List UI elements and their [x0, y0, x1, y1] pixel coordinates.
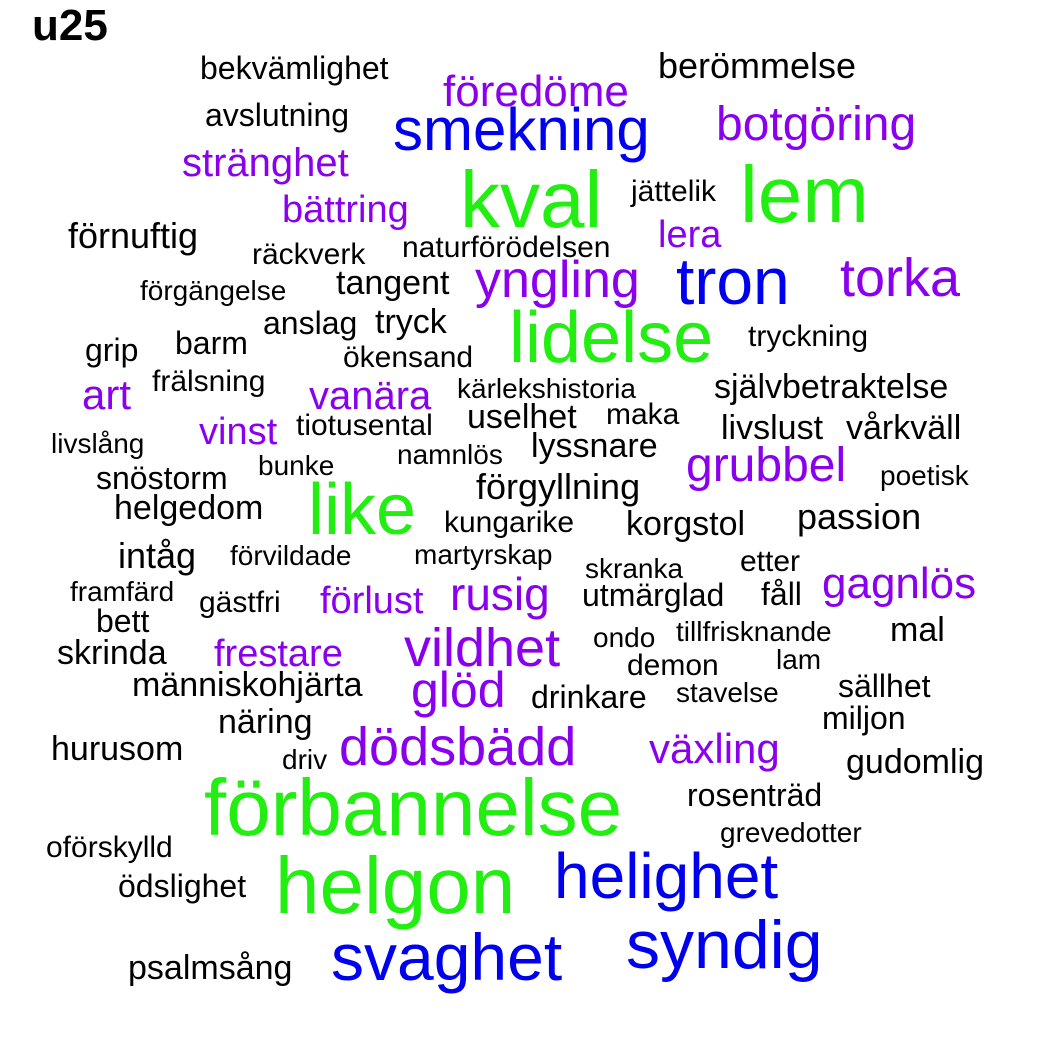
cloud-word-glod: glöd: [411, 662, 506, 718]
cloud-word-botgoring: botgöring: [716, 98, 917, 151]
cloud-word-sallhet: sällhet: [838, 668, 931, 704]
cloud-word-anslag: anslag: [263, 305, 358, 341]
cloud-word-kungarike: kungarike: [444, 506, 575, 539]
cloud-word-fall: fåll: [761, 576, 802, 612]
cloud-word-helgedom: helgedom: [114, 489, 264, 527]
cloud-word-livslang: livslång: [51, 428, 145, 459]
cloud-word-vinst: vinst: [199, 411, 278, 453]
cloud-word-forvildade: förvildade: [230, 540, 352, 571]
cloud-word-psalmsang: psalmsång: [128, 949, 293, 987]
cloud-word-karlekshistoria: kärlekshistoria: [457, 373, 636, 404]
cloud-word-avslutning: avslutning: [205, 97, 350, 133]
cloud-word-yngling: yngling: [475, 251, 640, 309]
cloud-word-frestare: frestare: [214, 633, 343, 675]
cloud-word-driv: driv: [282, 744, 328, 775]
cloud-word-helgon: helgon: [275, 841, 516, 930]
cloud-word-hurusom: hurusom: [51, 730, 184, 768]
cloud-word-bekvamlighet: bekvämlighet: [200, 50, 389, 86]
cloud-word-art: art: [82, 371, 132, 418]
cloud-word-syndig: syndig: [626, 907, 823, 983]
cloud-word-rusig: rusig: [450, 568, 550, 620]
cloud-word-bett: bett: [96, 603, 150, 639]
cloud-word-helighet: helighet: [554, 840, 779, 912]
cloud-word-drinkare: drinkare: [531, 679, 647, 715]
cloud-word-gastfri: gästfri: [199, 586, 281, 619]
cloud-word-snostorm: snöstorm: [96, 460, 228, 496]
cloud-word-smekning: smekning: [393, 96, 650, 163]
cloud-word-skrinda: skrinda: [57, 634, 167, 672]
cloud-word-passion: passion: [797, 496, 922, 537]
cloud-word-grevedotter: grevedotter: [720, 817, 862, 848]
cloud-word-stranghet: stränghet: [182, 141, 349, 185]
cloud-word-martyrskap: martyrskap: [414, 539, 553, 570]
cloud-word-vildhet: vildhet: [404, 618, 561, 678]
cloud-word-livslust: livslust: [721, 409, 824, 447]
cloud-word-fornuftig: förnuftig: [68, 215, 199, 256]
cloud-word-miljon: miljon: [822, 700, 906, 736]
cloud-word-forgangelse: förgängelse: [140, 275, 287, 306]
cloud-word-uselhet: uselhet: [467, 398, 577, 436]
cloud-word-bunke: bunke: [258, 450, 335, 481]
cloud-word-sjalvbetraktelse: självbetraktelse: [714, 368, 949, 406]
cloud-word-naring: näring: [218, 703, 313, 741]
cloud-word-skranka: skranka: [585, 553, 684, 584]
cloud-word-mal: mal: [890, 611, 945, 649]
cloud-word-framfard: framfärd: [70, 576, 175, 607]
cloud-word-poetisk: poetisk: [880, 460, 969, 491]
cloud-word-forbannelse: förbannelse: [204, 763, 623, 852]
cloud-word-torka: torka: [840, 248, 961, 308]
cloud-word-like: like: [308, 470, 417, 550]
cloud-word-intag: intåg: [118, 535, 197, 576]
cloud-word-ondo: ondo: [593, 622, 656, 653]
cloud-word-vaxling: växling: [649, 725, 780, 772]
cloud-word-vanara: vanära: [309, 374, 432, 418]
cloud-word-manniskohjarta: människohjärta: [132, 666, 363, 704]
cloud-word-tillfrisknande: tillfrisknande: [676, 616, 832, 647]
cloud-word-lam: lam: [776, 644, 822, 675]
cloud-word-naturforodelsen: naturförödelsen: [402, 231, 611, 264]
cloud-word-grip: grip: [85, 332, 139, 368]
cloud-word-grubbel: grubbel: [686, 439, 847, 492]
cloud-word-tangent: tangent: [336, 264, 450, 302]
cloud-word-rosentrad: rosenträd: [687, 777, 823, 813]
cloud-word-utmarglad: utmärglad: [582, 577, 725, 613]
cloud-word-oforskylld: oförskylld: [46, 831, 173, 864]
cloud-word-lidelse: lidelse: [509, 298, 714, 378]
cloud-word-etter: etter: [740, 545, 801, 578]
cloud-word-korgstol: korgstol: [626, 505, 746, 543]
cloud-word-demon: demon: [627, 649, 719, 682]
cloud-word-tiotusental: tiotusental: [296, 409, 433, 442]
cloud-word-stavelse: stavelse: [676, 677, 779, 708]
cloud-word-forgyllning: förgyllning: [476, 466, 641, 507]
cloud-word-tryckning: tryckning: [748, 320, 869, 353]
cloud-word-odslighet: ödslighet: [118, 868, 247, 904]
cloud-word-varkvall: vårkväll: [846, 409, 962, 447]
cloud-word-lera: lera: [658, 214, 722, 256]
cloud-word-barm: barm: [175, 325, 248, 361]
cloud-word-okensand: ökensand: [343, 341, 474, 374]
cloud-word-tron: tron: [676, 244, 790, 318]
cloud-word-namnlos: namnlös: [397, 439, 503, 470]
cloud-word-dodsbadd: dödsbädd: [339, 717, 577, 777]
cloud-word-kval: kval: [460, 155, 603, 244]
cloud-word-svaghet: svaghet: [331, 920, 563, 994]
cloud-word-fralsning: frälsning: [152, 365, 266, 398]
cloud-word-lyssnare: lyssnare: [531, 427, 658, 465]
cloud-word-maka: maka: [606, 398, 680, 431]
cloud-word-berommelse: berömmelse: [658, 45, 857, 86]
cloud-word-tryck: tryck: [375, 303, 447, 341]
cloud-word-gagnlos: gagnlös: [822, 559, 977, 608]
cloud-word-foredome: föredöme: [443, 67, 629, 116]
cloud-word-lem: lem: [740, 150, 869, 239]
cloud-word-rackverk: räckverk: [252, 238, 366, 271]
cloud-word-battring: bättring: [282, 189, 409, 231]
cloud-title: u25: [32, 1, 108, 50]
cloud-word-forlust: förlust: [320, 580, 424, 622]
cloud-word-gudomlig: gudomlig: [846, 743, 984, 781]
cloud-word-jattelik: jättelik: [631, 175, 717, 208]
